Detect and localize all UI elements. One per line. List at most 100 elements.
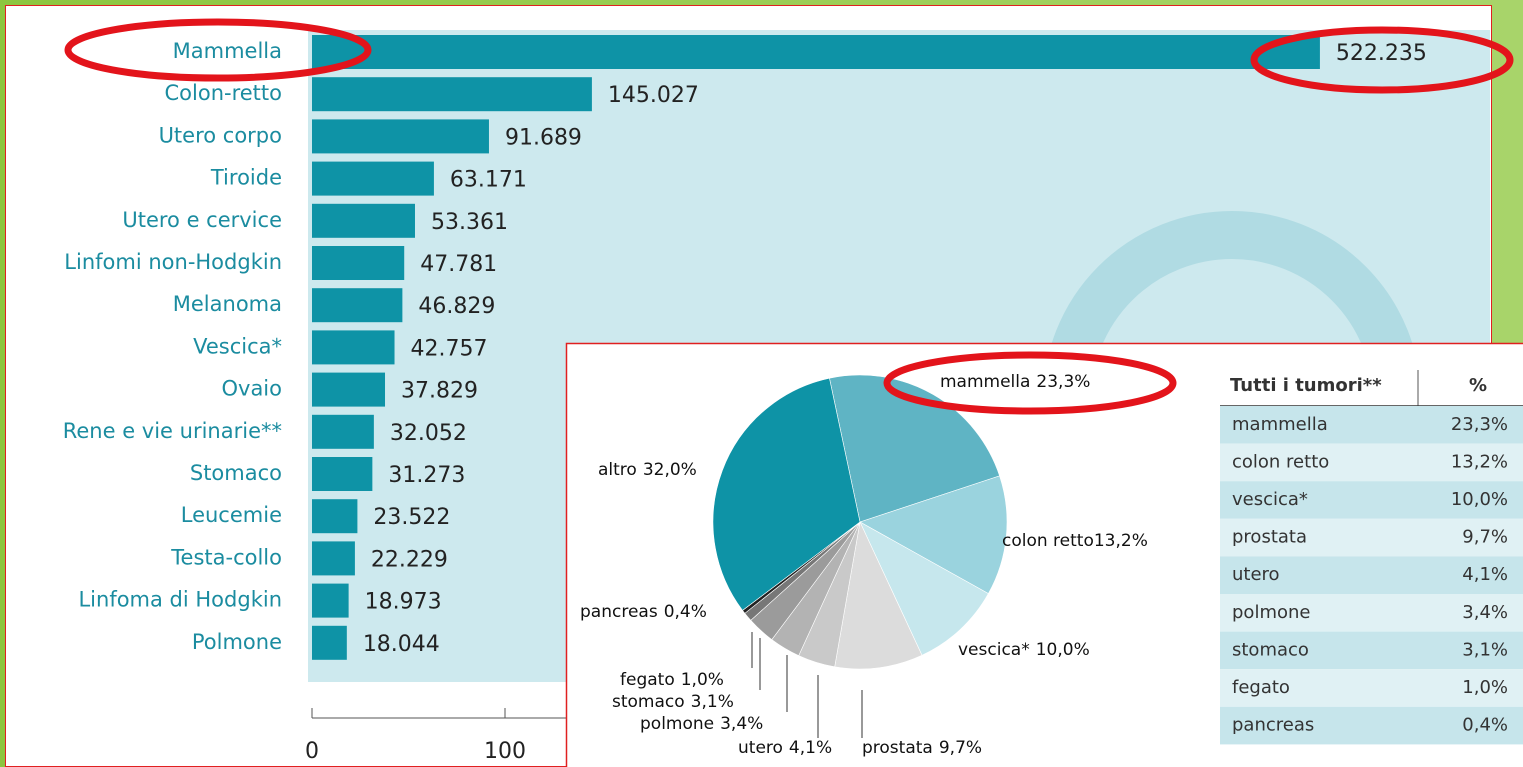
table-cell: 3,4%	[1462, 602, 1508, 623]
x-tick-label: 0	[305, 739, 319, 764]
table-header: Tutti i tumori**	[1230, 375, 1382, 396]
slice-name: colon retto	[1002, 531, 1094, 551]
highlight-ellipse	[64, 18, 372, 82]
slice-value: 0,4%	[664, 602, 707, 622]
pie-slice	[829, 374, 1000, 523]
table-cell: colon retto	[1232, 451, 1329, 472]
table-row	[1220, 631, 1523, 670]
slice-value: 3,1%	[691, 692, 734, 712]
value-label: 53.361	[431, 210, 508, 235]
table-header: %	[1469, 375, 1487, 396]
bar	[312, 583, 349, 618]
slice-label: colon retto13,2%	[1002, 531, 1148, 551]
value-label: 46.829	[418, 294, 495, 319]
table: Tutti i tumori** % mammella 23,3% colon rett…	[1220, 370, 1523, 745]
bar	[312, 288, 403, 323]
bar	[312, 625, 347, 660]
category-label: Tiroide	[210, 166, 282, 190]
bar	[312, 372, 386, 407]
slice-name: utero	[738, 738, 783, 758]
table-cell: 3,1%	[1462, 639, 1508, 660]
table-cell: 0,4%	[1462, 715, 1508, 736]
table-cell: 4,1%	[1462, 564, 1508, 585]
bar	[312, 541, 355, 576]
pie-slice	[859, 475, 1008, 594]
bar	[312, 119, 489, 154]
value-label: 42.757	[411, 336, 488, 361]
slice-name: mammella	[940, 372, 1030, 392]
slice-value: 10,0%	[1036, 640, 1090, 660]
slice-name: vescica*	[958, 640, 1030, 660]
category-label: Utero corpo	[159, 123, 282, 147]
category-label: Stomaco	[190, 461, 282, 485]
category-label: Vescica*	[193, 334, 282, 358]
slice-name: polmone	[640, 714, 714, 734]
value-label: 18.044	[363, 632, 440, 657]
table-row	[1220, 481, 1523, 519]
table-cell: prostata	[1232, 527, 1307, 548]
slice-label: mammella 23,3%	[940, 372, 1090, 392]
bar	[312, 35, 1320, 69]
slice-value: 3,4%	[720, 714, 763, 734]
table-row	[1220, 443, 1523, 482]
table-cell: 10,0%	[1451, 489, 1508, 510]
value-label: 145.027	[608, 83, 699, 108]
value-label: 22.229	[371, 547, 448, 572]
slice-label: altro 32,0%	[598, 460, 697, 480]
category-label: Melanoma	[173, 292, 282, 316]
pie-slice	[859, 521, 989, 656]
table-cell: vescica*	[1232, 489, 1308, 510]
x-tick-label: 100	[484, 739, 526, 764]
value-label: 23.522	[373, 505, 450, 530]
bar	[312, 246, 405, 280]
table-cell: stomaco	[1232, 639, 1309, 660]
value-label: 63.171	[450, 168, 527, 193]
slice-name: stomaco	[612, 692, 685, 712]
category-label: Testa-collo	[170, 545, 282, 569]
bar	[312, 330, 395, 365]
slice-label: vescica* 10,0%	[958, 640, 1090, 660]
value-label: 31.273	[388, 463, 465, 488]
slice-label: utero 4,1%	[738, 738, 832, 758]
value-label: 32.052	[390, 421, 467, 446]
slice-name: altro	[598, 460, 637, 480]
bar	[312, 457, 373, 491]
category-label: Mammella	[173, 39, 282, 63]
category-label: Polmone	[192, 630, 282, 654]
value-label: 18.973	[365, 590, 442, 615]
table-row	[1220, 518, 1523, 557]
bar	[312, 161, 434, 196]
category-label: Ovaio	[221, 377, 282, 401]
table-row	[1220, 669, 1523, 707]
slice-label: fegato 1,0%	[620, 670, 724, 690]
slice-label: pancreas 0,4%	[580, 602, 707, 622]
bar	[312, 499, 358, 534]
table-cell: 1,0%	[1462, 677, 1508, 698]
category-label: Linfoma di Hodgkin	[78, 588, 282, 612]
slice-value: 23,3%	[1036, 372, 1090, 392]
category-label: Leucemie	[181, 503, 282, 527]
value-label: 47.781	[420, 252, 497, 277]
table-row	[1220, 594, 1523, 632]
category-label: Utero e cervice	[122, 208, 282, 232]
slice-name: prostata	[862, 738, 933, 758]
pie-slice	[712, 377, 861, 611]
slice-value: 32,0%	[643, 460, 697, 480]
value-label: 37.829	[401, 379, 478, 404]
table-cell: 9,7%	[1462, 527, 1508, 548]
bar	[312, 203, 415, 238]
value-label: 91.689	[505, 125, 582, 150]
table-row	[1220, 706, 1523, 745]
bar	[312, 414, 374, 449]
slice-value: 4,1%	[789, 738, 832, 758]
slice-label: stomaco 3,1%	[612, 692, 734, 712]
table-cell: 13,2%	[1451, 451, 1508, 472]
category-label: Colon-retto	[165, 81, 283, 105]
slice-value: 9,7%	[939, 738, 982, 758]
slice-value: 1,0%	[681, 670, 724, 690]
slice-label: prostata 9,7%	[862, 738, 982, 758]
table-cell: utero	[1232, 564, 1280, 585]
bar-chart: Mammella 522.235 Colon-retto 145.027 Utero c…	[63, 35, 1470, 764]
table-row	[1220, 406, 1523, 444]
